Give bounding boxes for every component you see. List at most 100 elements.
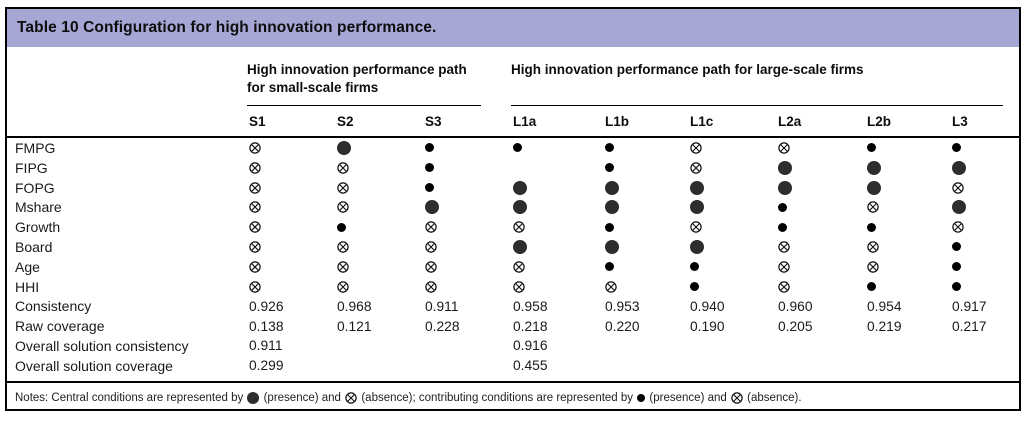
absence-icon [345, 392, 357, 404]
value-cell: 0.916 [513, 338, 548, 354]
table-title: Table 10 Configuration for high innovati… [17, 19, 437, 36]
symbol-cell [688, 162, 776, 174]
symbol-cell [511, 239, 603, 254]
value-cell: 0.138 [249, 318, 284, 334]
symbol-cell [335, 162, 423, 174]
symbol-cell [950, 181, 1019, 194]
absence-icon [249, 221, 261, 233]
central-presence-icon [247, 392, 260, 405]
central-presence-icon [690, 180, 704, 195]
symbol-cell [688, 180, 776, 195]
symbol-cell [950, 242, 1019, 252]
absence-icon [778, 241, 790, 253]
absence-icon [690, 142, 702, 154]
contributing-presence-icon [605, 262, 614, 272]
symbol-cell [603, 163, 688, 173]
contributing-presence-icon [690, 262, 699, 272]
symbol-cell [247, 142, 335, 154]
central-presence-icon [605, 200, 619, 215]
central-presence-icon [778, 160, 792, 175]
central-presence-icon [513, 239, 527, 254]
symbol-cell [335, 201, 423, 214]
contributing-presence-icon [425, 163, 434, 173]
value-cell: 0.968 [337, 298, 372, 314]
contributing-presence-icon [778, 222, 787, 232]
symbol-cell [688, 262, 776, 272]
value-cell: 0.911 [249, 338, 283, 354]
symbol-cell [335, 222, 423, 232]
absence-icon [952, 221, 964, 233]
absence-icon [425, 261, 437, 273]
value-cell: 0.940 [690, 298, 725, 314]
contributing-presence-icon [605, 222, 614, 232]
central-presence-icon [337, 140, 351, 155]
value-cell: 0.219 [867, 318, 902, 334]
symbol-cell [247, 241, 335, 253]
column-header-S1: S1 [249, 113, 266, 129]
row-label: FOPG [15, 179, 55, 196]
symbol-cell [865, 282, 950, 292]
row-label: HHI [15, 278, 40, 295]
column-header-S3: S3 [425, 113, 442, 129]
column-header-L2b: L2b [867, 113, 892, 129]
value-cell: 0.958 [513, 298, 548, 314]
absence-icon [425, 221, 437, 233]
symbol-cell [950, 262, 1019, 272]
symbol-cell [776, 222, 865, 232]
symbol-cell [688, 142, 776, 154]
central-presence-icon [778, 180, 792, 195]
column-header-L2a: L2a [778, 113, 802, 129]
symbol-cell [865, 143, 950, 153]
row-label: Growth [15, 219, 61, 236]
value-cell: 0.926 [249, 298, 284, 314]
contributing-presence-icon [425, 143, 434, 153]
value-cell: 0.228 [425, 318, 460, 334]
value-cell: 0.954 [867, 298, 902, 314]
contributing-presence-icon [952, 143, 961, 153]
row-label: Mshare [15, 199, 62, 216]
symbol-cell [247, 201, 335, 214]
symbol-cell [335, 241, 423, 253]
symbol-cell [511, 221, 603, 233]
value-cell: 0.917 [952, 298, 987, 314]
symbol-cell [247, 261, 335, 273]
symbol-cell [865, 201, 950, 214]
symbol-cell [511, 180, 603, 195]
table-row: FOPG [7, 178, 1019, 198]
symbol-cell [603, 239, 688, 254]
table-row: Raw coverage 0.138 0.121 0.228 0.218 0.220 0.1… [7, 316, 1019, 336]
group-header-gap [481, 61, 511, 106]
table-row: HHI [7, 277, 1019, 297]
column-header-row: S1 S2 S3 L1a L1b L1c L2a L2b L3 [7, 106, 1019, 139]
table-row: FMPG [7, 138, 1019, 158]
table-row: Overall solution consistency 0.911 0.916 [7, 336, 1019, 356]
absence-icon [605, 280, 617, 293]
symbol-cell [335, 140, 423, 155]
contributing-presence-icon [690, 282, 699, 292]
contributing-presence-icon [867, 282, 876, 292]
absence-icon [778, 261, 790, 273]
symbol-cell [511, 261, 603, 273]
absence-icon [867, 261, 879, 273]
symbol-cell [865, 160, 950, 175]
symbol-cell [950, 221, 1019, 233]
absence-icon [952, 181, 964, 194]
symbol-cell [950, 282, 1019, 292]
central-presence-icon [867, 180, 881, 195]
table-row: Board [7, 237, 1019, 257]
contributing-presence-icon [605, 143, 614, 153]
symbol-cell [950, 160, 1019, 175]
row-label: FIPG [15, 159, 48, 176]
symbol-cell [776, 142, 865, 154]
column-header-L1b: L1b [605, 113, 630, 129]
symbol-cell [335, 181, 423, 194]
value-cell: 0.205 [778, 318, 813, 334]
absence-icon [513, 221, 525, 233]
row-label: FMPG [15, 139, 56, 156]
symbol-cell [247, 162, 335, 174]
row-label: Board [15, 238, 53, 255]
symbol-cell [423, 261, 511, 273]
central-presence-icon [690, 200, 704, 215]
absence-icon [867, 201, 879, 214]
table-row: Mshare [7, 197, 1019, 217]
